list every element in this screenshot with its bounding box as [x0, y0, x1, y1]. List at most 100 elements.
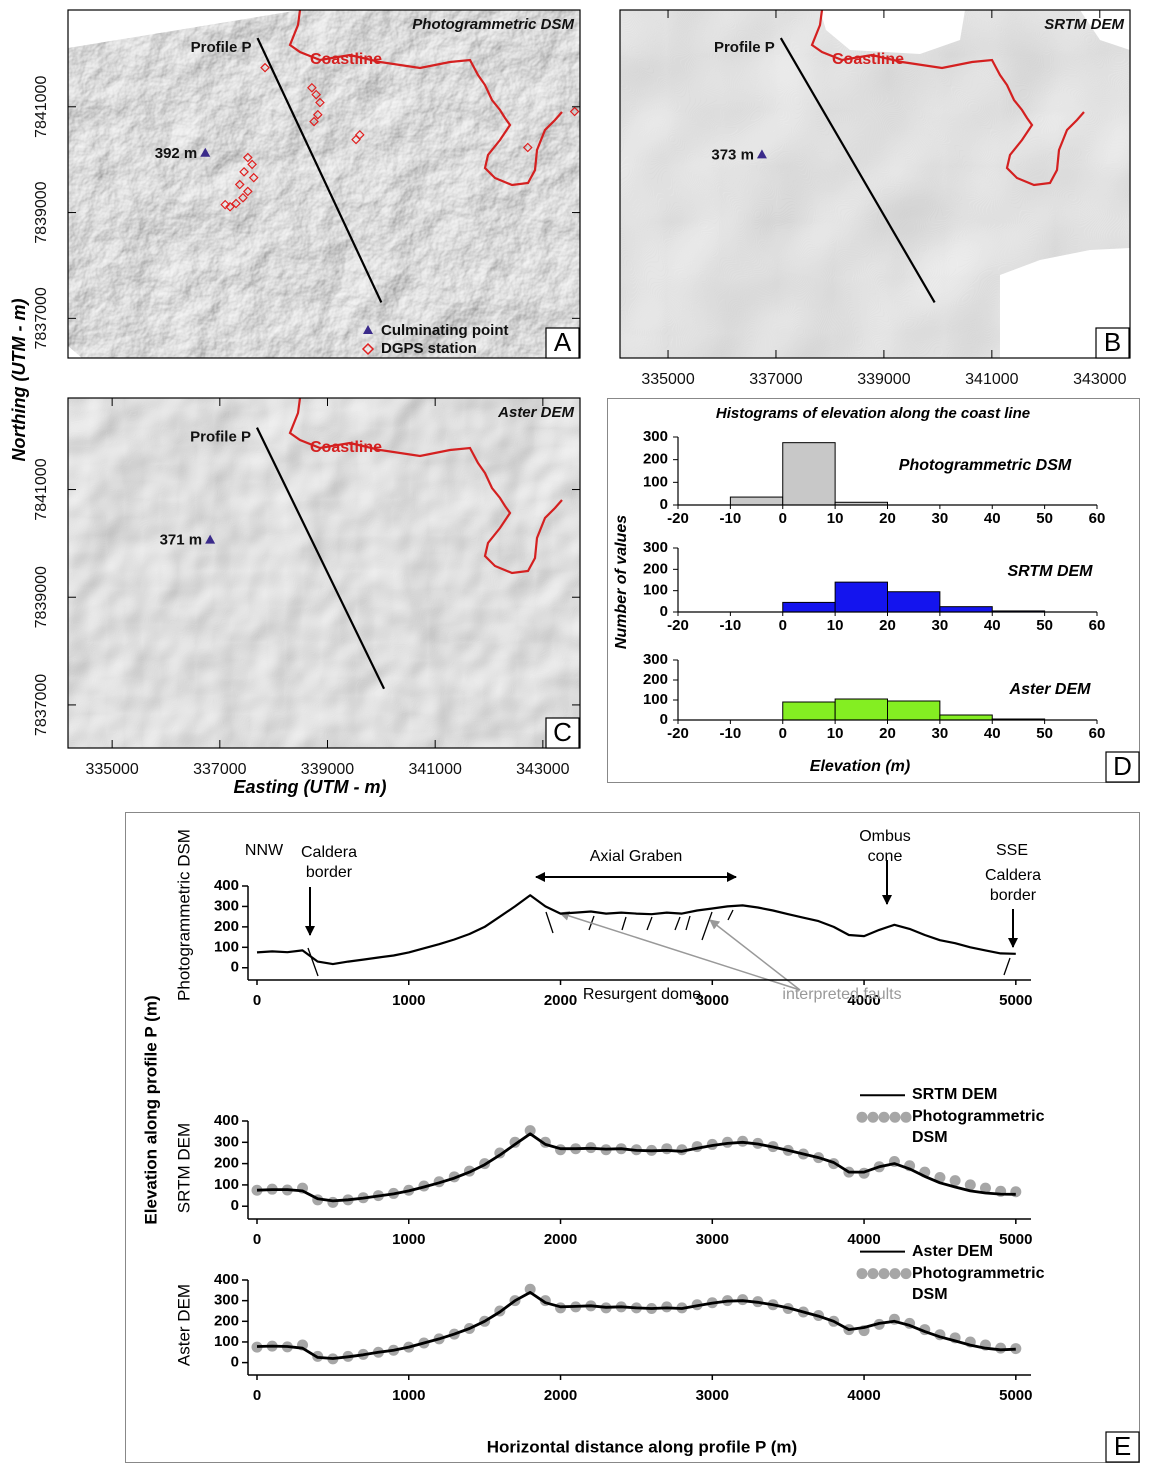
- x-tick-label: 1000: [392, 1387, 425, 1404]
- dgps-station: [522, 142, 533, 153]
- data-point: [661, 1143, 673, 1155]
- x-axis-label: Horizontal distance along profile P (m): [487, 1437, 797, 1456]
- x-tick-label: 30: [932, 510, 949, 527]
- coastline-label: Coastline: [832, 51, 904, 68]
- x-tick-label: 4000: [847, 1231, 880, 1248]
- dgps-station: [247, 159, 257, 170]
- data-point: [251, 1184, 263, 1196]
- y-tick-label: 0: [231, 1354, 239, 1371]
- panel-frame: [607, 398, 1140, 783]
- y-tick-label: 300: [214, 1133, 239, 1150]
- annotation-box: Ombus cone: [859, 828, 911, 865]
- summit-label: 392 m: [155, 145, 198, 162]
- annotation: Caldera border: [300, 844, 358, 881]
- x-tick-label: 60: [1089, 510, 1106, 527]
- coastline: [288, 10, 563, 187]
- x-tick-label: 10: [827, 617, 844, 634]
- legend-symbol: [878, 1268, 890, 1280]
- legend-label-box: Photogrammetric DSM: [912, 1108, 1044, 1146]
- legend-symbol: [361, 342, 375, 356]
- x-tick-label: 335000: [85, 761, 138, 778]
- legend-label: Culminating point: [381, 322, 508, 339]
- legend-symbol: [878, 1111, 890, 1123]
- panel-letter-box: [1105, 751, 1140, 783]
- x-tick-label: 20: [879, 510, 896, 527]
- profile-line: [256, 894, 1016, 966]
- histogram-bar: [887, 700, 941, 721]
- no-data-area: [1080, 10, 1130, 50]
- coastline: [288, 398, 563, 575]
- x-tick-label: 4000: [847, 992, 880, 1009]
- map-panel: Profile P Coastline 373 m SRTM DEM: [620, 10, 1130, 358]
- dgps-station: [220, 199, 231, 210]
- data-point: [964, 1179, 976, 1191]
- dgps-station: [569, 106, 580, 117]
- map-title: SRTM DEM: [1044, 16, 1124, 33]
- dgps-station: [231, 198, 241, 209]
- data-point: [949, 1175, 961, 1187]
- x-tick-label: 341000: [965, 371, 1018, 388]
- summit-label: 373 m: [711, 146, 754, 163]
- annotation-box: interpreted faults: [782, 986, 902, 1003]
- x-tick-label: -20: [667, 510, 689, 527]
- x-tick-label: 339000: [857, 371, 910, 388]
- legend-symbol: [889, 1268, 901, 1280]
- legend-symbol: [867, 1111, 879, 1123]
- culminating-point: [200, 147, 211, 157]
- x-axis-label: Easting (UTM - m): [234, 777, 387, 797]
- coastline-label: Coastline: [310, 51, 382, 68]
- legend-label: SRTM DEM: [912, 1086, 998, 1104]
- x-tick-label: 5000: [999, 1231, 1032, 1248]
- profile-annotation-graphics: [305, 860, 1018, 991]
- map-panel: Profile P Coastline 392 m Photogrammetric D…: [68, 10, 580, 358]
- y-tick-label: 200: [214, 1312, 239, 1329]
- x-tick-label: 3000: [696, 1387, 729, 1404]
- legend-label-box: SRTM DEM: [912, 1086, 998, 1104]
- x-tick-label: 0: [253, 1231, 261, 1248]
- legend-symbol: [867, 1268, 879, 1280]
- y-tick-label: 100: [214, 1176, 239, 1193]
- x-tick-label: 40: [984, 725, 1001, 742]
- x-tick-label: 337000: [749, 371, 802, 388]
- map-title: Aster DEM: [497, 404, 574, 421]
- x-tick-label: 40: [984, 510, 1001, 527]
- x-tick-label: 0: [779, 510, 787, 527]
- panel-letter-box: [545, 717, 580, 749]
- map-frame: [67, 9, 581, 359]
- subplot-y-label: SRTM DEM: [174, 1123, 193, 1213]
- panel-letter-box: [1095, 327, 1130, 359]
- culminating-point: [756, 149, 767, 159]
- annotation-box: Caldera border: [300, 844, 358, 881]
- histogram-bar: [782, 442, 836, 506]
- annotation: Caldera border: [984, 867, 1042, 904]
- map-frame: [67, 397, 581, 749]
- x-tick-label: 339000: [301, 761, 354, 778]
- annotation-box: Axial Graben: [590, 848, 683, 865]
- profile-label: Profile P: [191, 39, 252, 56]
- y-tick-label: 0: [660, 711, 668, 728]
- hillshade: [68, 10, 580, 358]
- x-tick-label: 337000: [193, 761, 246, 778]
- x-tick-label: 10: [827, 725, 844, 742]
- annotation-box: Caldera border: [984, 867, 1042, 904]
- map-panel: Profile P Coastline 371 m Aster DEM: [68, 398, 580, 748]
- x-tick-label: 40: [984, 617, 1001, 634]
- fault-pointer: [559, 910, 801, 991]
- x-tick-label: 343000: [516, 761, 569, 778]
- data-point: [1010, 1343, 1022, 1355]
- annotation: NNW: [244, 842, 284, 859]
- x-tick-label: 60: [1089, 725, 1106, 742]
- profile-line: [256, 1132, 1016, 1203]
- annotation: Resurgent dome: [582, 986, 702, 1003]
- x-tick-label: 20: [879, 617, 896, 634]
- histogram-bar: [887, 591, 941, 613]
- x-tick-label: 1000: [392, 992, 425, 1009]
- y-tick-label: 100: [643, 582, 668, 599]
- x-tick-label: 10: [827, 510, 844, 527]
- x-tick-label: 20: [879, 725, 896, 742]
- y-tick-label: 0: [660, 496, 668, 513]
- annotation: interpreted faults: [782, 986, 902, 1003]
- data-point: [979, 1182, 991, 1194]
- dgps-station: [311, 89, 322, 100]
